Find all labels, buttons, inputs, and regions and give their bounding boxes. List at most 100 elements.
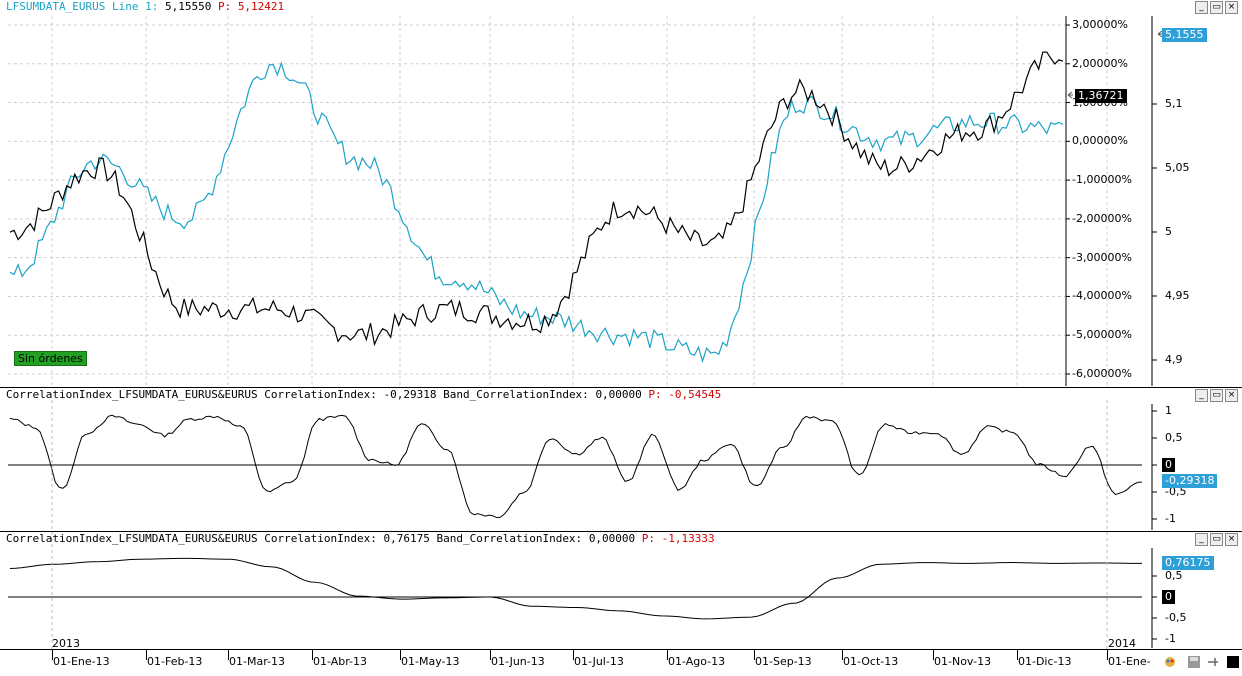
- pane1-window-buttons: _ ▭ ×: [1195, 1, 1238, 14]
- pane3-window-buttons: _ ▭ ×: [1195, 533, 1238, 546]
- left-tick-label: 3,00000%: [1072, 18, 1128, 31]
- corr1-line: [9, 414, 1143, 519]
- pane2-window-buttons: _ ▭ ×: [1195, 389, 1238, 402]
- corr1-value: -0,29318: [383, 388, 437, 401]
- minimize-icon[interactable]: _: [1195, 1, 1208, 14]
- corr2-p-label: P:: [641, 532, 656, 545]
- arrow-icon: [1067, 91, 1073, 99]
- corr1-p-value: -0,54545: [668, 388, 722, 401]
- corr1-value-tag: -0,29318: [1162, 474, 1218, 488]
- restore-icon[interactable]: ▭: [1210, 389, 1223, 402]
- price-pane: LFSUMDATA_EURUS Line 1: 5,15550 P: 5,124…: [0, 0, 1242, 388]
- left-tick-label: -4,00000%: [1072, 289, 1132, 303]
- percent-tag: 1,36721: [1075, 89, 1127, 103]
- left-tick-label: -3,00000%: [1072, 250, 1132, 264]
- time-axis: 01-Ene-13 01-Feb-13 01-Mar-13 01-Abr-13 01-M…: [0, 650, 1242, 676]
- corr2-name: CorrelationIndex_LFSUMDATA_EURUS&EURUS C…: [6, 532, 377, 545]
- right-tick-label: 4,95: [1165, 289, 1190, 302]
- correlation-pane-1: CorrelationIndex_LFSUMDATA_EURUS&EURUS C…: [0, 388, 1242, 532]
- left-tick-label: 2,00000%: [1072, 56, 1128, 70]
- corr1-tick-label: -1: [1165, 512, 1176, 525]
- right-tick-label: 4,9: [1165, 353, 1183, 366]
- orders-legend: Sin órdenes: [14, 351, 87, 366]
- minimize-icon[interactable]: _: [1195, 389, 1208, 402]
- color-square-icon[interactable]: [1226, 655, 1240, 669]
- month-tick: [754, 650, 755, 660]
- month-label: 01-May-13: [401, 655, 460, 668]
- corr2-tick-label: 0,5: [1165, 569, 1183, 582]
- month-tick: [1017, 650, 1018, 660]
- month-tick: [490, 650, 491, 660]
- corr2-zero-tag: 0: [1162, 590, 1175, 604]
- left-tick-label: 0,00000%: [1072, 134, 1128, 148]
- year-label-2014: 2014: [1108, 637, 1136, 650]
- month-label: 01-Ene-13: [53, 655, 110, 668]
- teal-series-line: [9, 61, 1064, 364]
- close-icon[interactable]: ×: [1225, 1, 1238, 14]
- month-tick: [933, 650, 934, 660]
- correlation-pane-2: CorrelationIndex_LFSUMDATA_EURUS&EURUS C…: [0, 532, 1242, 650]
- month-tick: [228, 650, 229, 660]
- corr1-p-label: P:: [648, 388, 662, 401]
- restore-icon[interactable]: ▭: [1210, 533, 1223, 546]
- price-pane-header: LFSUMDATA_EURUS Line 1: 5,15550 P: 5,124…: [6, 0, 284, 14]
- month-tick: [842, 650, 843, 660]
- corr2-band-label: Band_CorrelationIndex:: [436, 532, 583, 545]
- month-tick: [312, 650, 313, 660]
- year-label-2013: 2013: [52, 637, 80, 650]
- close-icon[interactable]: ×: [1225, 389, 1238, 402]
- month-tick: [146, 650, 147, 660]
- pin-icon[interactable]: [1206, 655, 1220, 669]
- save-icon[interactable]: [1187, 655, 1201, 669]
- series-name: LFSUMDATA_EURUS Line 1:: [6, 0, 159, 13]
- month-label: 01-Feb-13: [147, 655, 203, 668]
- series-value: 5,15550: [164, 0, 212, 13]
- corr1-band-label: Band_CorrelationIndex:: [443, 388, 589, 401]
- left-tick-label: -1,00000%: [1072, 173, 1132, 187]
- corr1-tick-label: 0,5: [1165, 431, 1183, 444]
- month-label: 01-Jun-13: [491, 655, 545, 668]
- month-tick: [1107, 650, 1108, 660]
- corr1-tick-label: -0,5: [1165, 485, 1187, 498]
- corr1-band-value: 0,00000: [595, 388, 642, 401]
- restore-icon[interactable]: ▭: [1210, 1, 1223, 14]
- month-tick: [573, 650, 574, 660]
- month-label: 01-Nov-13: [934, 655, 992, 668]
- month-label: 01-Ago-13: [668, 655, 726, 668]
- left-tick-label: -6,00000%: [1072, 367, 1132, 380]
- corr1-tick-label: 1: [1165, 404, 1172, 417]
- corr1-name: CorrelationIndex_LFSUMDATA_EURUS&EURUS C…: [6, 388, 377, 401]
- month-label: 01-Jul-13: [574, 655, 624, 668]
- month-label: 01-Abr-13: [313, 655, 368, 668]
- corr1-zero-tag: 0: [1162, 458, 1175, 472]
- left-tick-label: -5,00000%: [1072, 328, 1132, 342]
- month-tick: [667, 650, 668, 660]
- month-label: 01-Sep-13: [755, 655, 812, 668]
- right-tick-label: 5,05: [1165, 161, 1190, 174]
- palette-icon[interactable]: [1163, 655, 1177, 669]
- corr2-header: CorrelationIndex_LFSUMDATA_EURUS&EURUS C…: [6, 532, 715, 546]
- corr2-line: [9, 557, 1143, 620]
- month-label: 01-Ene-: [1108, 655, 1151, 668]
- minimize-icon[interactable]: _: [1195, 533, 1208, 546]
- p-value: 5,12421: [237, 0, 285, 13]
- p-label: P:: [217, 0, 232, 13]
- corr2-band-value: 0,00000: [588, 532, 636, 545]
- month-label: 01-Oct-13: [843, 655, 899, 668]
- close-icon[interactable]: ×: [1225, 533, 1238, 546]
- right-tick-label: 5: [1165, 225, 1172, 238]
- left-tick-label: -2,00000%: [1072, 211, 1132, 225]
- corr1-header: CorrelationIndex_LFSUMDATA_EURUS&EURUS C…: [6, 388, 721, 402]
- month-tick: [52, 650, 53, 660]
- right-tick-label: 5,1: [1165, 97, 1183, 110]
- month-label: 01-Dic-13: [1018, 655, 1072, 668]
- corr2-value: 0,76175: [383, 532, 430, 545]
- month-tick: [400, 650, 401, 660]
- black-series-line: [9, 51, 1064, 347]
- month-label: 01-Mar-13: [229, 655, 285, 668]
- price-tag: 5,1555: [1162, 28, 1207, 42]
- corr2-p-value: -1,13333: [661, 532, 715, 545]
- corr2-tick-label: -0,5: [1165, 611, 1187, 624]
- corr2-value-tag: 0,76175: [1162, 556, 1214, 570]
